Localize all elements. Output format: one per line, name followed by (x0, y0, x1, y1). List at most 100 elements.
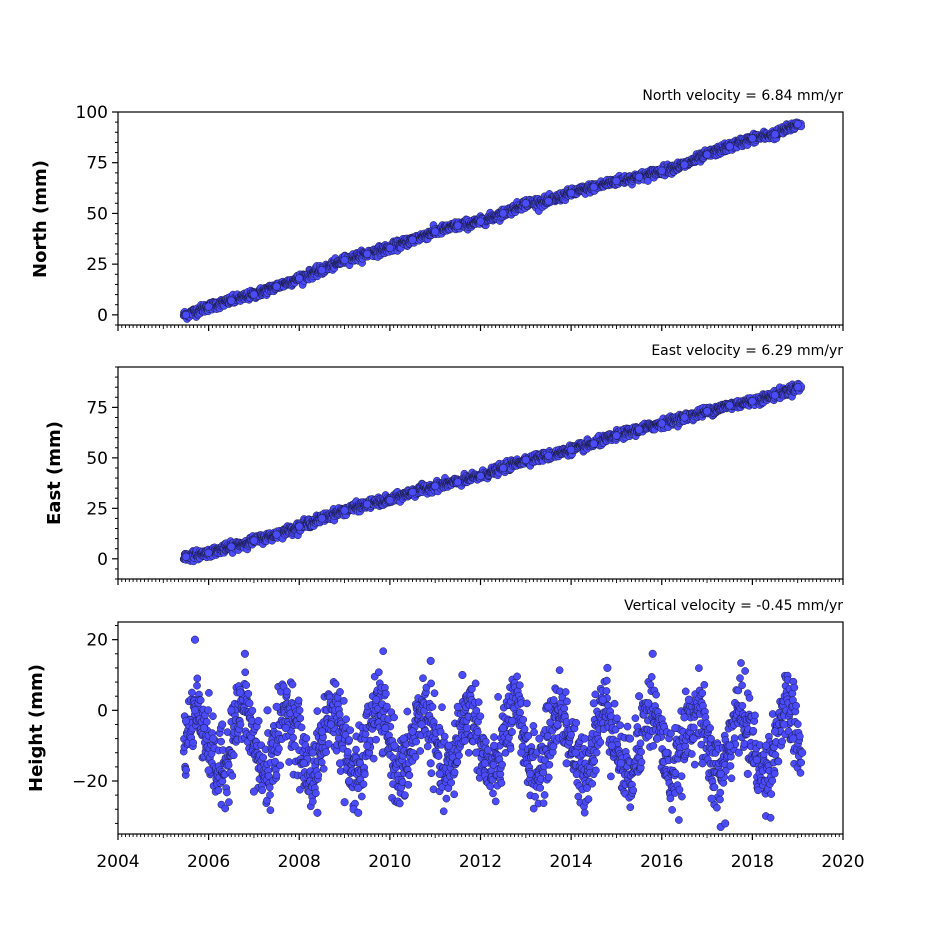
data-point (258, 786, 267, 795)
data-point (405, 771, 414, 780)
data-point (312, 789, 320, 798)
data-point (434, 752, 443, 760)
data-point (360, 770, 369, 779)
data-point (352, 745, 360, 754)
data-point (295, 706, 304, 715)
scatter-layer (179, 118, 806, 323)
data-point (589, 439, 598, 448)
data-point (703, 407, 712, 416)
data-point (447, 778, 456, 787)
data-point (181, 552, 191, 561)
data-point (427, 769, 436, 778)
data-point (314, 771, 323, 780)
data-point (266, 791, 274, 799)
data-point (204, 548, 213, 557)
data-point (244, 689, 253, 698)
data-point (770, 391, 780, 400)
data-point (189, 738, 198, 747)
data-point (357, 792, 366, 801)
data-point (342, 715, 350, 724)
data-point (499, 463, 508, 473)
data-point (193, 681, 201, 690)
data-point (379, 647, 388, 656)
data-point (319, 764, 328, 773)
data-point (188, 688, 196, 697)
data-point (657, 166, 666, 175)
data-point (363, 249, 372, 259)
data-point (431, 482, 440, 491)
data-point (285, 758, 293, 766)
y-tick-label: 0 (97, 550, 108, 570)
data-point (249, 536, 258, 545)
data-point (385, 243, 394, 252)
data-point (295, 274, 304, 283)
data-point (385, 496, 394, 505)
data-point (770, 130, 780, 139)
data-point (404, 780, 413, 789)
data-point (242, 681, 251, 689)
data-point (214, 786, 223, 795)
y-tick-label: 75 (86, 398, 108, 418)
north-panel-title: North velocity = 6.84 mm/yr (642, 88, 843, 104)
data-point (793, 383, 802, 392)
data-point (335, 710, 344, 719)
data-point (395, 799, 404, 808)
data-point (567, 445, 576, 454)
data-point (317, 266, 326, 275)
data-point (453, 221, 462, 230)
data-point (249, 290, 258, 299)
north-panel: North velocity = 6.84 mm/yr North (mm) 0… (30, 88, 844, 331)
data-point (288, 680, 297, 689)
east-panel: East velocity = 6.29 mm/yr East (mm) 025… (44, 343, 844, 585)
data-point (224, 761, 233, 769)
data-point (390, 713, 398, 722)
data-point (196, 696, 205, 705)
east-y-axis-label: East (mm) (44, 421, 65, 525)
data-point (372, 735, 380, 744)
data-point (340, 256, 349, 265)
data-point (453, 758, 462, 766)
data-point (229, 751, 238, 760)
east-plot-area (179, 379, 806, 566)
data-point (266, 806, 275, 815)
y-tick-label: 75 (86, 154, 108, 174)
data-point (408, 488, 417, 497)
y-tick-label: 50 (86, 204, 108, 224)
data-point (308, 797, 317, 806)
data-point (419, 674, 427, 683)
data-point (369, 754, 378, 763)
data-point (241, 668, 250, 677)
data-point (228, 771, 237, 780)
height-panel: Vertical velocity = -0.45 mm/yr Height (… (26, 598, 865, 872)
data-point (296, 714, 305, 723)
data-point (302, 734, 311, 743)
data-point (363, 500, 372, 509)
data-point (272, 282, 281, 291)
data-point (340, 506, 349, 515)
data-point (439, 807, 448, 816)
data-point (182, 766, 190, 774)
data-point (544, 451, 553, 460)
data-point (635, 425, 644, 434)
y-tick-label: 25 (86, 499, 108, 519)
data-point (193, 674, 202, 683)
data-point (331, 680, 340, 688)
data-point (345, 736, 354, 744)
data-point (412, 737, 421, 746)
data-point (181, 310, 191, 319)
data-point (428, 702, 437, 711)
data-point (725, 401, 734, 410)
data-point (612, 431, 621, 440)
data-point (205, 689, 213, 697)
data-point (544, 197, 553, 206)
data-point (408, 235, 417, 244)
data-point (225, 798, 233, 806)
data-point (317, 514, 326, 523)
data-point (313, 707, 322, 715)
data-point (265, 783, 274, 792)
data-point (680, 160, 689, 169)
data-point (499, 209, 508, 218)
data-point (346, 726, 355, 735)
data-point (455, 751, 463, 760)
data-point (748, 397, 757, 406)
